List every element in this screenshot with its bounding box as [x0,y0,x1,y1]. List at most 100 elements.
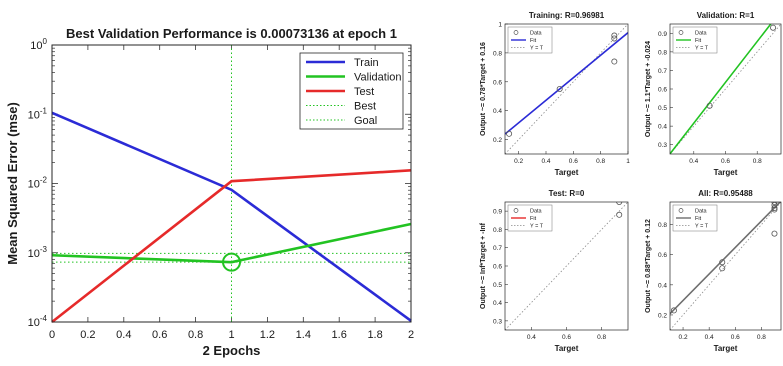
legend-swatch-data [678,30,684,35]
y-tick-exponent: 0 [43,37,48,46]
subplot-x-label: Target [714,344,738,353]
regression-plot-validation: 0.4 0.6 0.8 0.3 0.4 0.5 0.6 0.7 0.8 0.9 Validation… [645,11,782,177]
subplot-y-label: Output ~= 0.88*Target + 0.12 [645,219,652,313]
y-tick-base: 10 [28,317,40,329]
y-tick-label: 0.4 [493,108,502,115]
regression-plot-test: 0.4 0.6 0.8 0.3 0.4 0.5 0.6 0.7 0.8 0.9 Test: R=0 T… [480,189,629,353]
legend-label: Data [530,209,543,215]
legend-label: Fit [530,38,537,44]
y-tick-label: 100 [30,37,47,52]
x-tick-label: 0 [49,329,55,341]
fit-line [505,32,628,135]
subplot-x-label: Target [555,344,579,353]
legend-label: Best [354,101,376,113]
x-tick-label: 0.4 [689,158,698,165]
x-tick-label: 1 [626,158,630,165]
chart-title: Best Validation Performance is 0.0007313… [66,26,397,41]
axes-box [504,201,629,331]
subplot-title: Training: R=0.96981 [529,11,605,20]
fit-line [670,24,772,154]
legend-label: Data [695,209,708,215]
x-tick-label: 0.8 [188,329,203,341]
data-point [719,265,726,272]
axes-box [669,23,782,155]
legend-swatch-data [513,30,519,35]
data-point [771,202,778,205]
series-line-test [51,169,412,324]
legend-label: Validation [354,72,402,84]
data-point [611,32,618,39]
x-tick-label: 0.2 [514,158,523,165]
data-point [611,58,618,65]
data-point [616,202,623,205]
data-point [670,307,677,314]
legend-swatch-data [678,208,684,213]
subplot-x-label: Target [555,168,579,177]
regression-plot-training: 0.2 0.4 0.6 0.8 1 0.2 0.4 0.6 0.8 1 Training: R=0.… [480,11,630,177]
legend-label: Y = T [695,46,709,52]
y-tick-label: 0.8 [493,50,502,57]
data-point [770,24,777,31]
x-tick-label: 0.8 [757,334,766,341]
axes-box [669,201,782,331]
data-point [771,205,778,212]
legend-label: Train [354,57,379,69]
y-tick-label: 0.6 [493,264,502,271]
y-tick-label: 0.4 [493,300,502,307]
legend-label: Y = T [530,46,544,52]
data-point [771,202,778,209]
y-tick-label: 10-2 [28,176,48,191]
x-tick-label: 0.8 [753,158,762,165]
y-tick-label: 0.8 [658,49,667,56]
x-tick-label: 0.6 [569,158,578,165]
y-tick-label: 10-4 [28,314,48,329]
legend-label: Fit [695,216,702,222]
series-line-validation [51,222,412,264]
y-tick-label: 0.3 [493,318,502,325]
data-point [556,86,563,93]
y-tick-label: 0.6 [658,87,667,94]
subplot-title: All: R=0.95488 [698,189,753,198]
legend-label: Data [695,31,708,37]
y-tick-base: 10 [30,40,42,52]
x-tick-label: 0.8 [596,158,605,165]
x-axis-label: 2 Epochs [203,343,261,358]
x-tick-label: 0.4 [541,158,550,165]
y-tick-base: 10 [28,179,40,191]
x-tick-label: 2 [408,329,414,341]
y-axis-label: Mean Squared Error (mse) [5,102,20,265]
x-tick-label: 1.4 [296,329,311,341]
y-tick-label: 1 [498,22,502,29]
legend: Train Validation Test Best Goal [299,52,404,130]
y-tick-base: 10 [28,248,40,260]
legend-label: Goal [354,115,377,127]
best-point-marker [222,252,241,272]
y-tick-label: 0.4 [658,124,667,131]
subplot-y-label: Output ~= 0.78*Target + 0.16 [480,42,487,136]
y-tick-label: 0.9 [493,209,502,216]
x-tick-label: 1 [228,329,234,341]
subplot-y-label: Output ~= Inf*Target + -Inf [480,222,487,309]
regression-plot-all: 0.2 0.4 0.6 0.8 0.2 0.4 0.6 0.8 All: R=0.95488 Ta… [645,189,782,353]
x-tick-label: 0.4 [705,334,714,341]
y-tick-label: 0.8 [493,227,502,234]
legend-label: Fit [695,38,702,44]
legend-swatch-data [513,208,519,213]
legend-box [507,26,553,54]
y-tick-label: 0.3 [658,142,667,149]
series-line-train [51,111,412,322]
data-point [771,230,778,237]
identity-line [670,24,781,154]
x-tick-label: 0.8 [597,334,606,341]
y-tick-label: 0.5 [658,105,667,112]
data-point [611,35,618,42]
y-tick-exponent: -2 [40,176,48,185]
y-tick-label: 0.9 [658,31,667,38]
x-tick-label: 0.6 [562,334,571,341]
legend-label: Test [354,86,374,98]
data-point [771,206,778,213]
y-tick-label: 0.2 [658,312,667,319]
subplot-title: Test: R=0 [549,189,585,198]
